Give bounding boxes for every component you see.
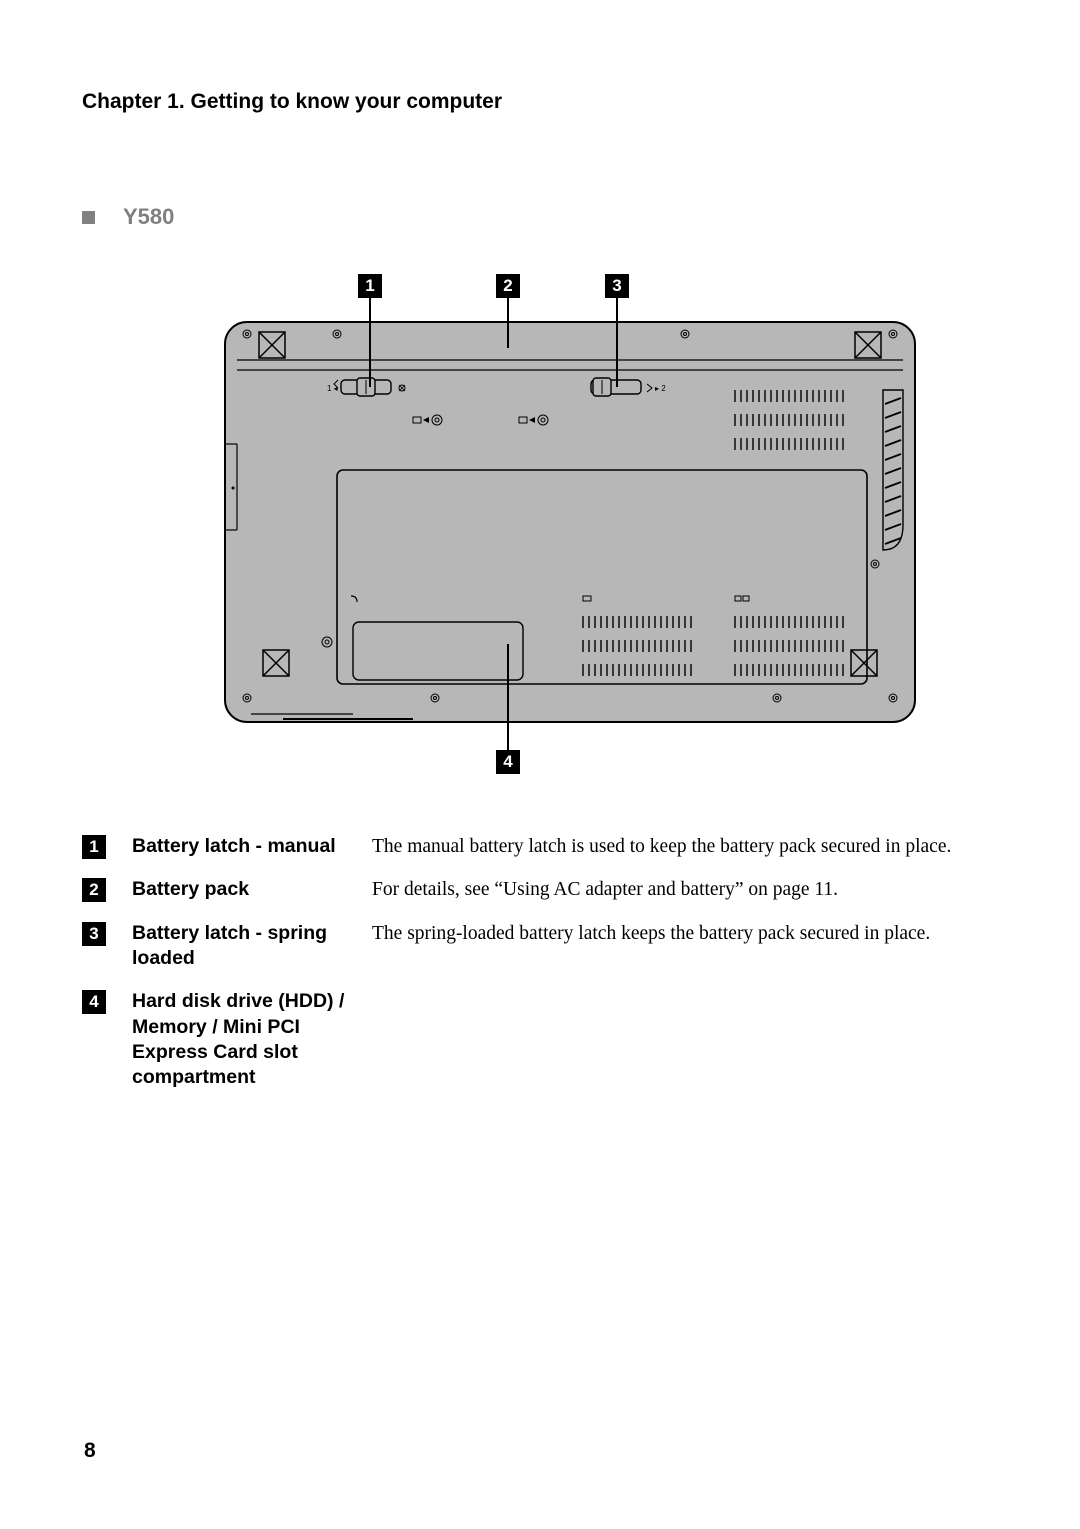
callout-line-1	[369, 298, 371, 387]
svg-text:1 ◂: 1 ◂	[327, 384, 338, 393]
legend-num-1: 1	[82, 835, 106, 859]
model-name: Y580	[123, 204, 174, 230]
page-number: 8	[84, 1439, 96, 1463]
legend-num-4: 4	[82, 990, 106, 1014]
legend-row: 2 Battery pack For details, see “Using A…	[82, 877, 998, 902]
callout-line-2	[507, 298, 509, 348]
legend-table: 1 Battery latch - manual The manual batt…	[82, 834, 998, 1091]
callout-2: 2	[496, 274, 520, 298]
legend-row: 4 Hard disk drive (HDD) / Memory / Mini …	[82, 989, 998, 1090]
legend-row: 1 Battery latch - manual The manual batt…	[82, 834, 998, 859]
legend-desc-3: The spring-loaded battery latch keeps th…	[372, 921, 930, 946]
legend-label-3: Battery latch - spring loaded	[132, 921, 372, 972]
model-heading: Y580	[82, 204, 998, 230]
legend-label-1: Battery latch - manual	[132, 834, 372, 859]
chapter-title: Chapter 1. Getting to know your computer	[82, 90, 998, 114]
callout-line-4	[507, 644, 509, 750]
callout-4: 4	[496, 750, 520, 774]
callout-line-3	[616, 298, 618, 387]
laptop-bottom-diagram: 1 2 3 4	[158, 274, 918, 774]
legend-num-3: 3	[82, 922, 106, 946]
laptop-bottom-svg: 1 ◂ ▸ 2	[223, 320, 917, 730]
legend-num-2: 2	[82, 878, 106, 902]
legend-label-2: Battery pack	[132, 877, 372, 902]
legend-row: 3 Battery latch - spring loaded The spri…	[82, 921, 998, 972]
bullet-icon	[82, 211, 95, 224]
callout-3: 3	[605, 274, 629, 298]
callout-1: 1	[358, 274, 382, 298]
svg-text:▸ 2: ▸ 2	[655, 384, 666, 393]
legend-desc-1: The manual battery latch is used to keep…	[372, 834, 951, 859]
legend-label-4: Hard disk drive (HDD) / Memory / Mini PC…	[132, 989, 372, 1090]
legend-desc-2: For details, see “Using AC adapter and b…	[372, 877, 838, 902]
